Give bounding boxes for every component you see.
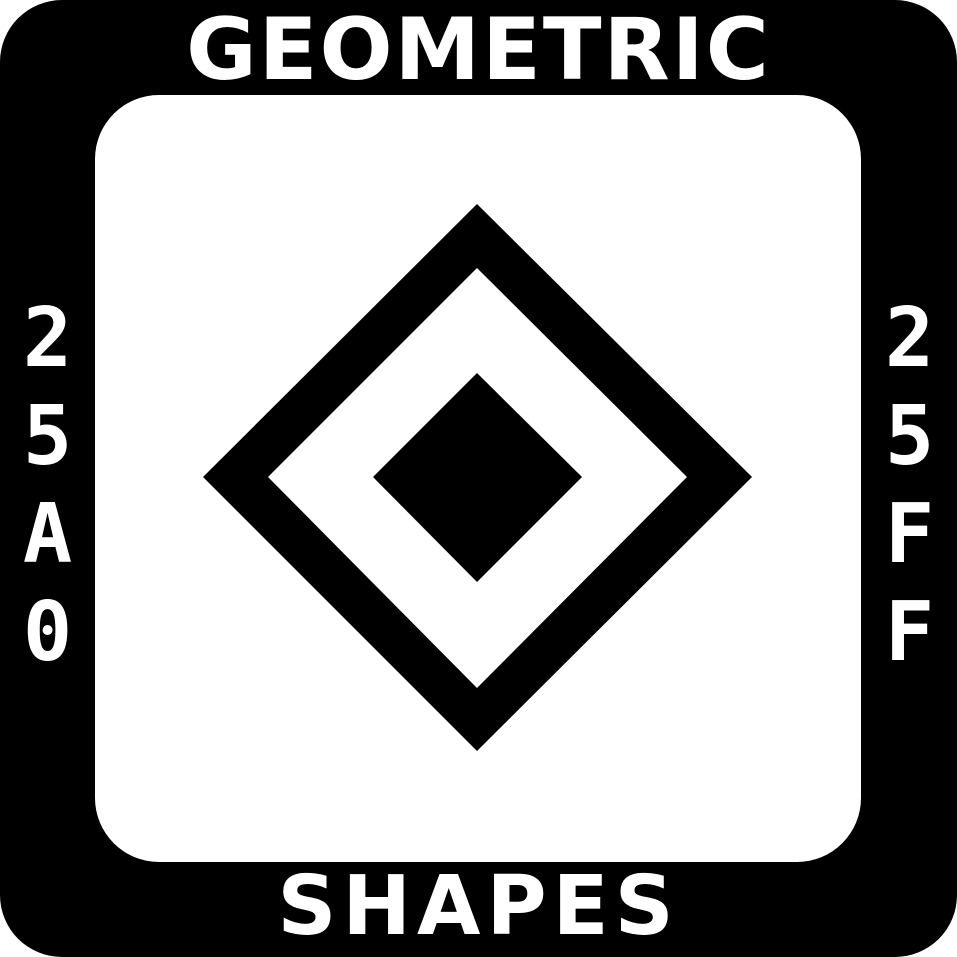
range-start-char-0: 2 [22,291,73,386]
title-geometric: GEOMETRIC [186,0,771,100]
range-end-char-2: F [884,487,935,582]
range-end-char-0: 2 [884,291,935,386]
title-shapes: SHAPES [277,859,680,954]
range-start-char-3: 0 [22,585,73,680]
range-start-char-2: A [22,487,73,582]
range-start-char-1: 5 [22,389,73,484]
inner-diamond [373,373,582,582]
range-end-char-3: F [884,585,935,680]
range-end-char-1: 5 [884,389,935,484]
